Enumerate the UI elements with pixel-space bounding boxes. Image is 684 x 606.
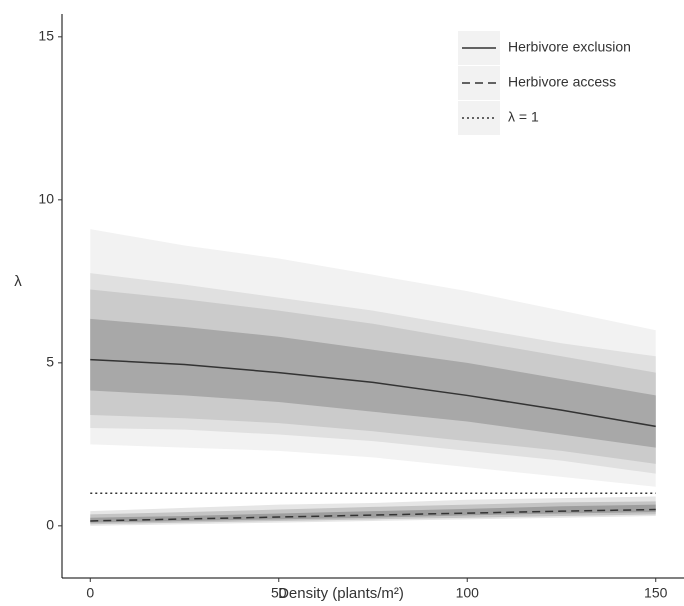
legend-label: λ = 1 [508,109,539,125]
x-tick-label: 50 [271,585,287,601]
legend-label: Herbivore exclusion [508,39,631,55]
x-tick-label: 0 [86,585,94,601]
y-tick-label: 0 [46,517,54,533]
legend-label: Herbivore access [508,74,616,90]
y-tick-label: 15 [38,28,54,44]
series-line [90,508,656,522]
y-tick-label: 10 [38,191,54,207]
x-tick-label: 150 [644,585,668,601]
y-axis-label: λ [14,273,22,290]
uncertainty-band [90,318,656,448]
x-tick-label: 100 [456,585,480,601]
uncertainty-band [90,504,656,523]
series-line [90,358,656,428]
y-tick-label: 5 [46,354,54,370]
x-axis-label: Density (plants/m²) [278,585,404,602]
